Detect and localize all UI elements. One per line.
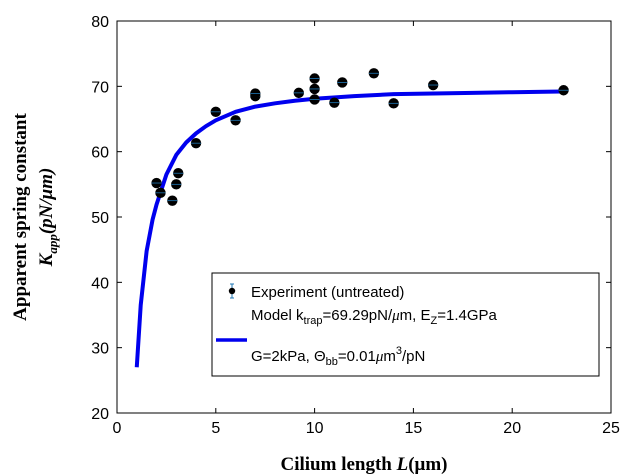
legend-box: [211, 272, 600, 377]
y-axis-label-line2: Kapp(pN/μm): [36, 168, 60, 268]
legend-marker-icon: [228, 287, 236, 295]
legend-model2-mu: μ: [375, 349, 384, 365]
y-tick-label: 80: [91, 14, 109, 31]
legend-model2-c: m: [383, 348, 396, 365]
legend-model2-a: G=2kPa,: [251, 348, 314, 365]
plot-frame: [116, 20, 612, 414]
x-tick-label: 25: [602, 420, 620, 437]
model-curve-layer: [134, 89, 562, 368]
x-tick-label: 10: [306, 420, 324, 437]
legend-model2-sub: bb: [326, 356, 338, 368]
x-axis-label-unit: (μm): [408, 454, 447, 475]
legend-model-a: Model k: [251, 307, 304, 324]
legend-model-sub2: Z: [431, 315, 438, 327]
x-axis-label-main: Cilium length: [281, 454, 397, 475]
y-axis-label-line1: Apparent spring constant: [10, 113, 31, 321]
legend-model2-theta: Θ: [314, 348, 326, 365]
y-axis-label-var: K: [36, 252, 57, 267]
y-axis-label-unit: (pN/μm): [36, 168, 57, 235]
y-tick-label: 20: [91, 406, 109, 423]
legend-model2-b: =0.01: [338, 348, 376, 365]
x-axis-label: Cilium length L(μm): [281, 454, 448, 475]
y-tick-label: 40: [91, 275, 109, 292]
model-curve: [134, 89, 562, 368]
legend: Experiment (untreated) Model ktrap=69.29…: [211, 272, 600, 377]
legend-entry-model-line1: Model ktrap=69.29pN/μm, EZ=1.4GPa: [251, 307, 498, 327]
legend-entry-experiment: Experiment (untreated): [251, 284, 404, 301]
legend-model-mu: μ: [391, 308, 400, 324]
legend-model-b: =69.29pN/: [323, 307, 393, 324]
axis-ticks: 0 5 10 15 20 25 20 30 40 50 60 70 80: [91, 14, 620, 437]
data-points-layer: [151, 68, 569, 206]
legend-model2-sup: 3: [396, 345, 402, 357]
legend-model2-d: /pN: [402, 348, 425, 365]
x-tick-label: 15: [405, 420, 423, 437]
legend-model-c: m, E: [400, 307, 431, 324]
y-tick-label: 70: [91, 79, 109, 96]
x-tick-label: 0: [113, 420, 122, 437]
x-tick-label: 20: [503, 420, 521, 437]
x-axis-label-var: L: [396, 454, 409, 475]
y-tick-label: 60: [91, 145, 109, 162]
y-axis-label-sub: app: [45, 234, 60, 254]
y-tick-label: 30: [91, 341, 109, 358]
legend-entry-model-line2: G=2kPa, Θbb=0.01μm3/pN: [251, 345, 425, 368]
legend-model-sub1: trap: [304, 315, 323, 327]
x-tick-label: 5: [211, 420, 220, 437]
y-tick-label: 50: [91, 210, 109, 227]
legend-model-d: =1.4GPa: [437, 307, 497, 324]
